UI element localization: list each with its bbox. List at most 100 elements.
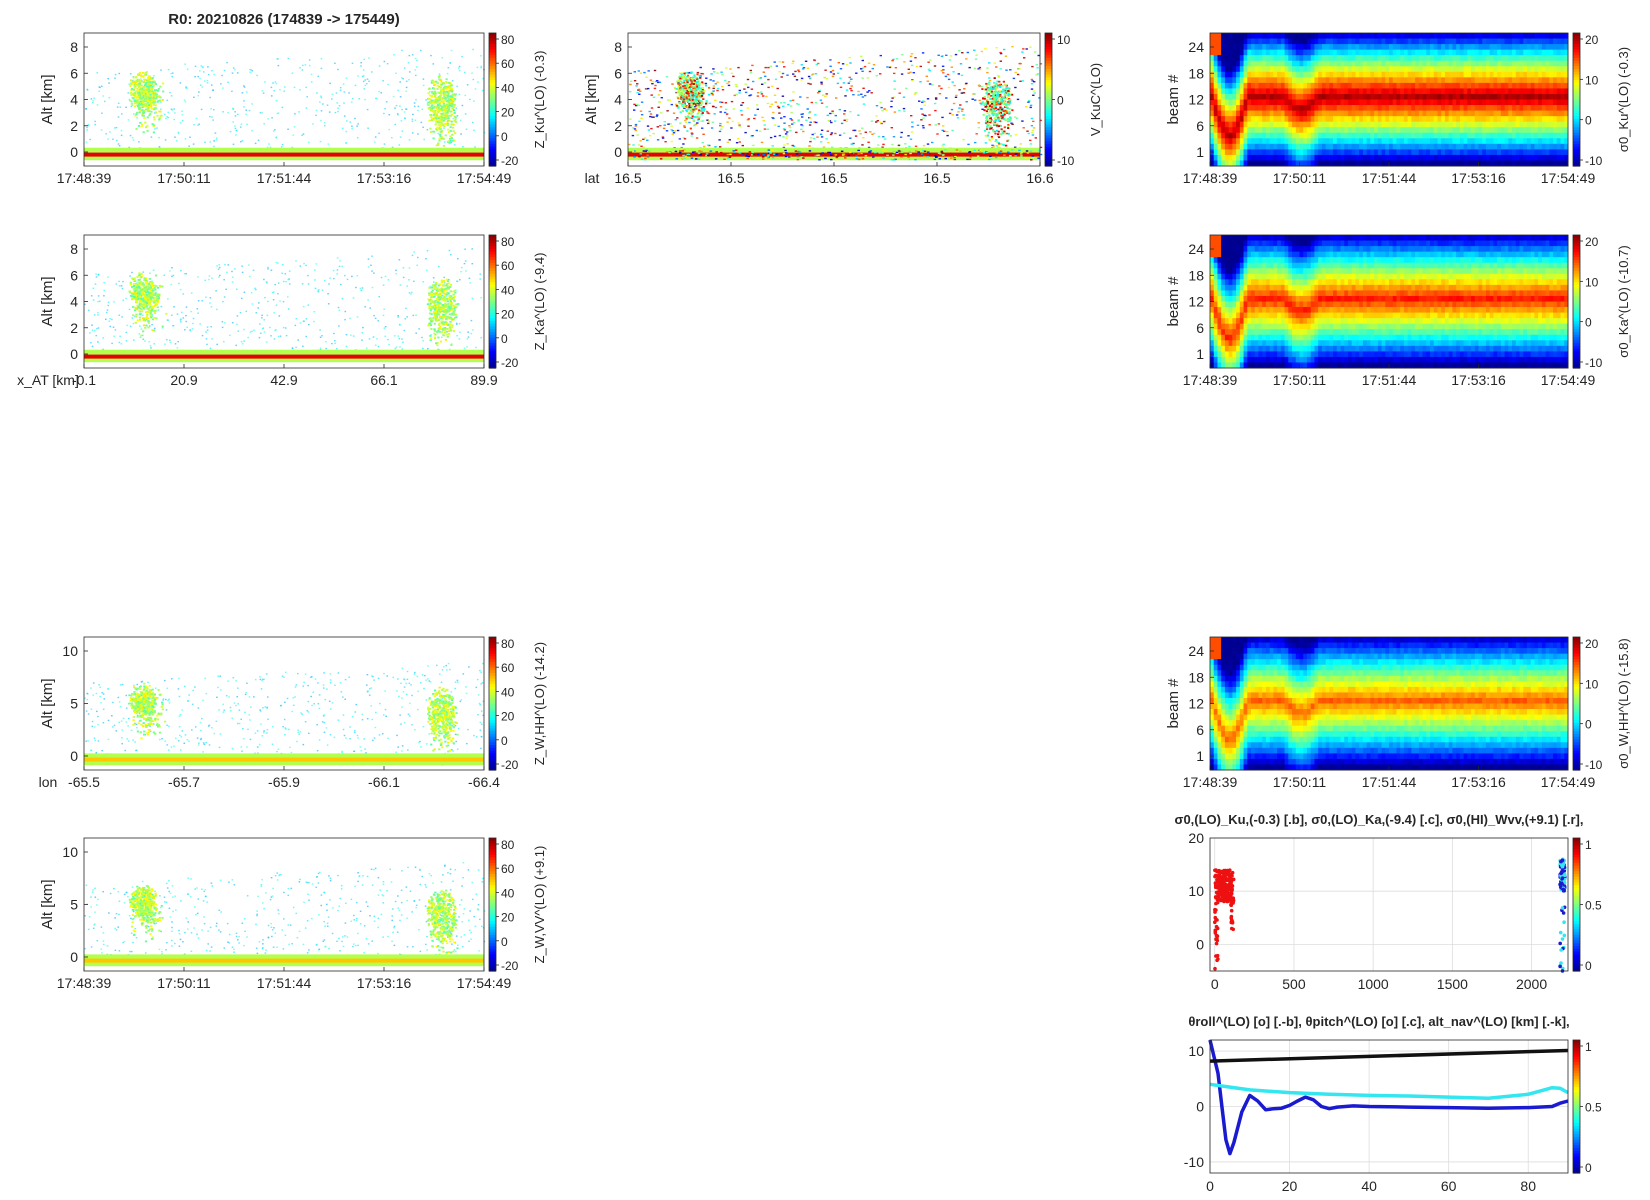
noise-pixel xyxy=(182,293,185,295)
noise-pixel xyxy=(643,71,646,74)
cloud-pixel xyxy=(993,96,996,99)
noise-pixel xyxy=(258,302,260,304)
surface-pixel xyxy=(756,153,760,156)
cloud-pixel xyxy=(445,117,449,120)
noise-pixel xyxy=(914,145,918,147)
cloud-pixel xyxy=(432,319,435,322)
noise-pixel xyxy=(809,137,813,139)
noise-pixel xyxy=(848,80,852,82)
y-tick-label: 6 xyxy=(70,267,78,283)
noise-pixel xyxy=(995,47,998,49)
cloud-pixel xyxy=(692,89,695,92)
cloud-pixel xyxy=(138,303,141,306)
noise-pixel xyxy=(993,62,996,64)
cloud-pixel xyxy=(455,306,458,309)
cloud-pixel xyxy=(445,78,448,81)
noise-pixel xyxy=(185,273,187,275)
noise-pixel xyxy=(629,83,632,86)
noise-pixel xyxy=(829,65,832,67)
noise-pixel xyxy=(816,136,819,138)
cloud-pixel xyxy=(686,105,689,108)
noise-pixel xyxy=(720,71,723,73)
colorbar-cell xyxy=(1045,116,1052,120)
noise-pixel xyxy=(919,65,922,68)
noise-pixel xyxy=(754,114,757,116)
cloud-pixel xyxy=(433,332,436,335)
noise-pixel xyxy=(852,94,855,96)
cloud-pixel xyxy=(439,325,442,328)
cloud-pixel xyxy=(433,102,436,105)
noise-pixel xyxy=(686,76,689,78)
cloud-pixel xyxy=(143,277,146,280)
cloud-pixel xyxy=(135,76,138,79)
noise-pixel xyxy=(340,283,342,286)
noise-pixel xyxy=(349,317,351,320)
noise-pixel xyxy=(285,334,288,337)
noise-pixel xyxy=(962,92,966,94)
noise-pixel xyxy=(941,116,944,119)
cloud-pixel xyxy=(148,306,151,309)
cloud-pixel xyxy=(143,287,146,289)
noise-pixel xyxy=(945,97,948,99)
noise-pixel xyxy=(384,335,387,337)
noise-pixel xyxy=(202,66,204,69)
surface-pixel xyxy=(687,156,690,158)
cloud-pixel xyxy=(446,94,449,97)
colorbar-tick-label: -20 xyxy=(501,154,519,168)
cloud-pixel xyxy=(683,80,686,82)
cloud-pixel xyxy=(676,91,679,94)
colorbar-cell xyxy=(1045,127,1052,131)
noise-pixel xyxy=(398,338,401,340)
colorbar-cell xyxy=(489,259,496,264)
noise-pixel xyxy=(727,84,731,87)
cloud-pixel xyxy=(686,90,689,92)
noise-pixel xyxy=(109,318,111,320)
cloud-pixel xyxy=(433,322,436,325)
noise-pixel xyxy=(980,85,983,88)
noise-pixel xyxy=(744,83,747,85)
cloud-pixel xyxy=(148,78,151,81)
noise-pixel xyxy=(136,117,138,119)
cloud-pixel xyxy=(983,109,986,111)
noise-pixel xyxy=(315,109,318,111)
cloud-pixel xyxy=(447,116,450,119)
colorbar-cell xyxy=(489,290,496,294)
cloud-pixel xyxy=(150,99,153,102)
noise-pixel xyxy=(122,299,125,301)
cloud-pixel xyxy=(130,83,133,86)
surface-pixel xyxy=(900,150,903,153)
noise-pixel xyxy=(675,91,678,94)
cloud-pixel xyxy=(698,84,701,87)
cloud-pixel xyxy=(692,102,695,105)
cloud-pixel xyxy=(438,295,441,298)
noise-pixel xyxy=(167,298,169,300)
noise-pixel xyxy=(181,110,183,112)
cloud-pixel xyxy=(151,123,154,125)
noise-pixel xyxy=(963,88,966,90)
noise-pixel xyxy=(825,106,828,108)
noise-pixel xyxy=(408,79,410,81)
noise-pixel xyxy=(791,62,794,65)
cloud-pixel xyxy=(994,97,997,100)
cloud-pixel xyxy=(144,277,148,280)
colorbar-cell xyxy=(489,63,496,67)
cloud-pixel xyxy=(991,108,994,111)
cloud-pixel xyxy=(1001,84,1004,87)
noise-pixel xyxy=(98,86,101,88)
colorbar-label: V_KuC^(LO) xyxy=(1088,63,1103,136)
noise-pixel xyxy=(302,133,305,135)
cloud-pixel xyxy=(440,83,443,86)
cloud-pixel xyxy=(685,93,689,96)
cloud-pixel xyxy=(450,344,453,346)
cloud-pixel xyxy=(430,108,433,111)
colorbar-cell xyxy=(1045,157,1052,162)
noise-pixel xyxy=(747,125,750,127)
noise-pixel xyxy=(114,127,116,129)
noise-pixel xyxy=(97,327,100,329)
noise-pixel xyxy=(458,323,461,325)
cloud-pixel xyxy=(156,301,159,304)
cloud-pixel xyxy=(707,120,711,123)
noise-pixel xyxy=(994,140,997,142)
noise-pixel xyxy=(360,289,363,292)
noise-pixel xyxy=(1030,88,1034,90)
